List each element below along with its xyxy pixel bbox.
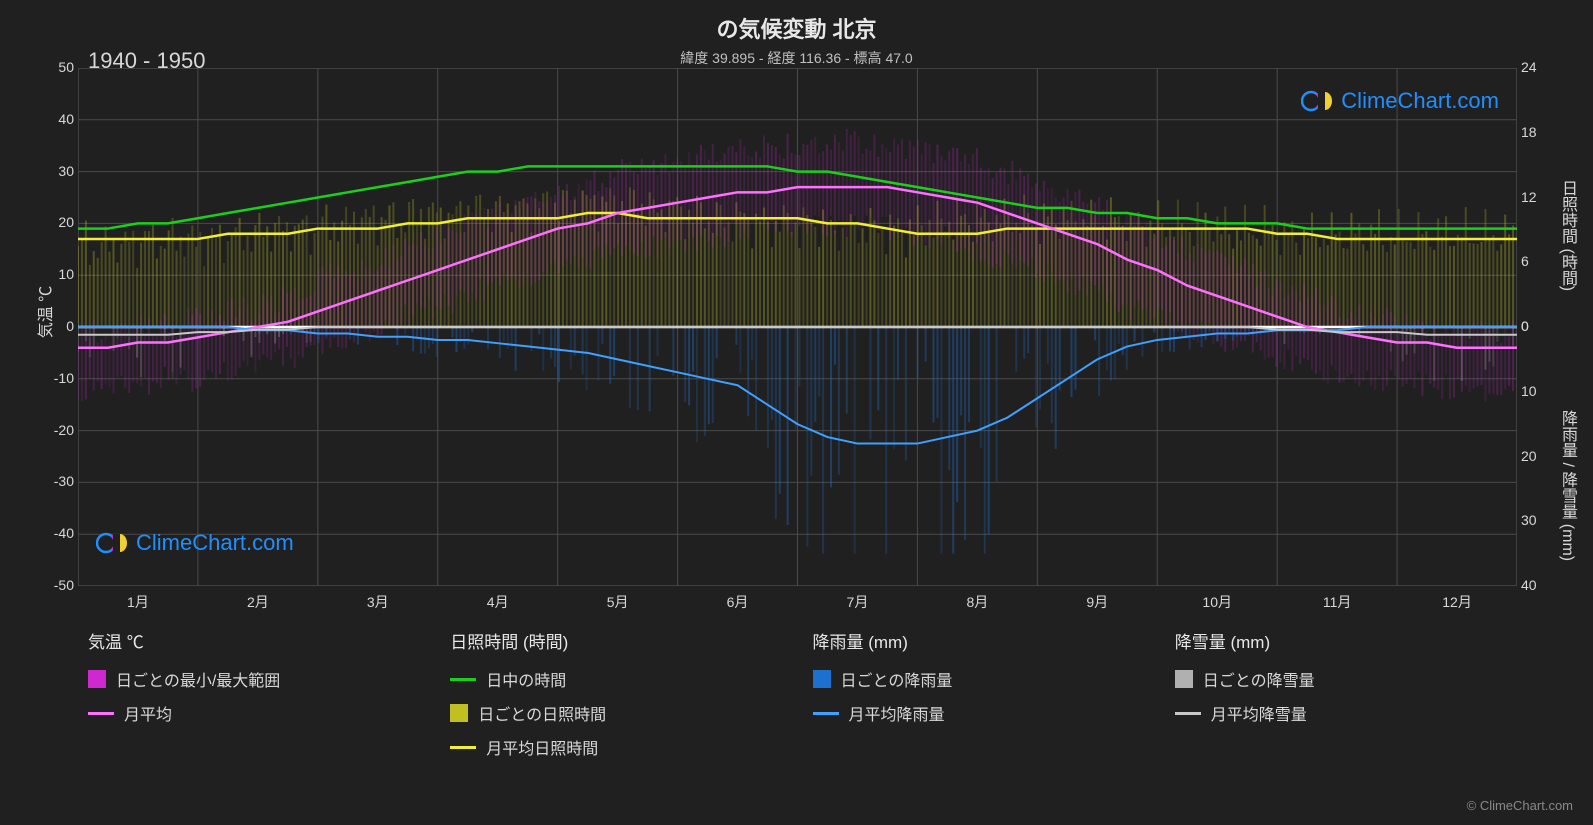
legend-column: 降雨量 (mm) 日ごとの降雨量月平均降雨量 — [813, 628, 1143, 759]
x-month-tick: 2月 — [247, 592, 269, 612]
y-left-tick: -50 — [34, 577, 74, 593]
y-right-bottom-tick: 10 — [1521, 383, 1537, 399]
legend-label: 月平均降雪量 — [1211, 701, 1307, 725]
legend-item: 日ごとの降雪量 — [1175, 667, 1505, 691]
y-right-top-tick: 18 — [1521, 124, 1537, 140]
legend-swatch — [1175, 670, 1193, 688]
x-month-tick: 9月 — [1086, 592, 1108, 612]
y-right-bottom-tick: 20 — [1521, 448, 1537, 464]
y-right-bottom-tick: 30 — [1521, 512, 1537, 528]
legend-item: 日中の時間 — [450, 667, 780, 691]
x-month-tick: 5月 — [607, 592, 629, 612]
y-left-tick: 20 — [34, 214, 74, 230]
legend-label: 日ごとの最小/最大範囲 — [116, 667, 280, 691]
copyright: © ClimeChart.com — [1467, 798, 1573, 813]
legend-item: 日ごとの最小/最大範囲 — [88, 667, 418, 691]
legend-header: 日照時間 (時間) — [450, 628, 780, 653]
y-left-tick: -40 — [34, 525, 74, 541]
x-month-tick: 10月 — [1202, 592, 1232, 612]
legend-swatch — [813, 670, 831, 688]
y-right-bottom-tick: 40 — [1521, 577, 1537, 593]
y-left-tick: 10 — [34, 266, 74, 282]
x-month-tick: 6月 — [727, 592, 749, 612]
legend-label: 日ごとの日照時間 — [478, 701, 606, 725]
y-right-bottom-tick: 0 — [1521, 318, 1529, 334]
watermark-top: ClimeChart.com — [1301, 88, 1499, 114]
legend-line — [813, 712, 839, 715]
x-month-tick: 4月 — [487, 592, 509, 612]
legend-line — [88, 712, 114, 715]
chart-plot-area — [78, 68, 1517, 586]
legend-line — [1175, 712, 1201, 715]
y-right-top-tick: 12 — [1521, 189, 1537, 205]
chart-subtitle: 緯度 39.895 - 経度 116.36 - 標高 47.0 — [0, 44, 1593, 68]
chart-container: の気候変動 北京 緯度 39.895 - 経度 116.36 - 標高 47.0… — [0, 0, 1593, 825]
y-left-tick: 0 — [34, 318, 74, 334]
y-axis-right-top-label: 日照時間 (時間) — [1555, 180, 1579, 291]
x-month-tick: 8月 — [966, 592, 988, 612]
y-axis-right-bottom-label: 降雨量 / 降雪量 (mm) — [1555, 410, 1579, 561]
y-right-top-tick: 24 — [1521, 59, 1537, 75]
legend-header: 降雪量 (mm) — [1175, 628, 1505, 653]
watermark-bottom: ClimeChart.com — [96, 530, 294, 556]
legend: 気温 ℃ 日ごとの最小/最大範囲月平均 日照時間 (時間) 日中の時間日ごとの日照時間… — [88, 628, 1505, 759]
legend-header: 降雨量 (mm) — [813, 628, 1143, 653]
y-left-tick: 50 — [34, 59, 74, 75]
legend-item: 日ごとの日照時間 — [450, 701, 780, 725]
legend-column: 降雪量 (mm) 日ごとの降雪量月平均降雪量 — [1175, 628, 1505, 759]
legend-label: 日中の時間 — [486, 667, 566, 691]
y-left-tick: 40 — [34, 111, 74, 127]
watermark-logo-icon — [1301, 89, 1335, 113]
legend-line — [450, 746, 476, 749]
y-left-tick: 30 — [34, 163, 74, 179]
legend-line — [450, 678, 476, 681]
legend-swatch — [88, 670, 106, 688]
x-month-tick: 11月 — [1323, 592, 1352, 612]
legend-item: 月平均降雪量 — [1175, 701, 1505, 725]
y-left-tick: -10 — [34, 370, 74, 386]
legend-label: 日ごとの降雪量 — [1203, 667, 1315, 691]
legend-label: 月平均降雨量 — [849, 701, 945, 725]
x-month-tick: 3月 — [367, 592, 389, 612]
legend-swatch — [450, 704, 468, 722]
legend-column: 日照時間 (時間) 日中の時間日ごとの日照時間月平均日照時間 — [450, 628, 780, 759]
legend-label: 日ごとの降雨量 — [841, 667, 953, 691]
legend-item: 日ごとの降雨量 — [813, 667, 1143, 691]
chart-title: の気候変動 北京 — [0, 0, 1593, 44]
legend-label: 月平均 — [124, 701, 172, 725]
legend-label: 月平均日照時間 — [486, 735, 598, 759]
y-left-tick: -20 — [34, 422, 74, 438]
legend-item: 月平均降雨量 — [813, 701, 1143, 725]
y-left-tick: -30 — [34, 473, 74, 489]
legend-header: 気温 ℃ — [88, 628, 418, 653]
watermark-text: ClimeChart.com — [136, 530, 294, 556]
watermark-logo-icon — [96, 531, 130, 555]
x-month-tick: 1月 — [127, 592, 149, 612]
watermark-text: ClimeChart.com — [1341, 88, 1499, 114]
legend-column: 気温 ℃ 日ごとの最小/最大範囲月平均 — [88, 628, 418, 759]
x-month-tick: 12月 — [1442, 592, 1472, 612]
legend-item: 月平均 — [88, 701, 418, 725]
y-right-top-tick: 6 — [1521, 253, 1529, 269]
chart-svg — [78, 68, 1517, 586]
x-month-tick: 7月 — [847, 592, 869, 612]
legend-item: 月平均日照時間 — [450, 735, 780, 759]
